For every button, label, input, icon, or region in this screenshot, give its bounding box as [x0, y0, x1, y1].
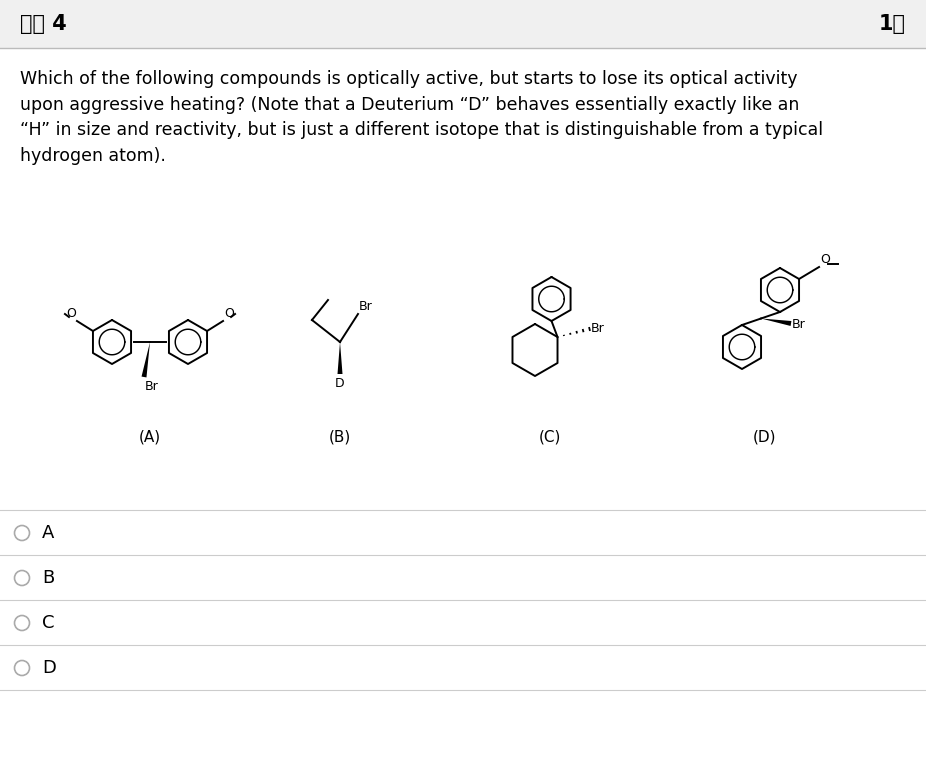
Text: Br: Br — [792, 318, 806, 331]
Text: Br: Br — [359, 300, 373, 313]
Text: (D): (D) — [753, 430, 777, 445]
Text: (A): (A) — [139, 430, 161, 445]
Polygon shape — [337, 342, 343, 374]
Text: B: B — [42, 569, 55, 587]
Text: D: D — [335, 377, 344, 390]
Polygon shape — [761, 319, 792, 326]
Text: 질문 4: 질문 4 — [20, 14, 67, 34]
Text: D: D — [42, 659, 56, 677]
Text: A: A — [42, 524, 55, 542]
Bar — [0, 0, 926, 48]
Polygon shape — [142, 342, 150, 378]
Text: O: O — [224, 307, 234, 320]
Text: O: O — [66, 307, 76, 320]
Text: (C): (C) — [539, 430, 561, 445]
Text: 1점: 1점 — [879, 14, 906, 34]
Text: C: C — [42, 614, 55, 632]
Text: Which of the following compounds is optically active, but starts to lose its opt: Which of the following compounds is opti… — [20, 70, 823, 165]
Text: O: O — [820, 253, 830, 266]
Text: (B): (B) — [329, 430, 351, 445]
Text: Br: Br — [145, 380, 158, 393]
Text: Br: Br — [591, 323, 605, 336]
